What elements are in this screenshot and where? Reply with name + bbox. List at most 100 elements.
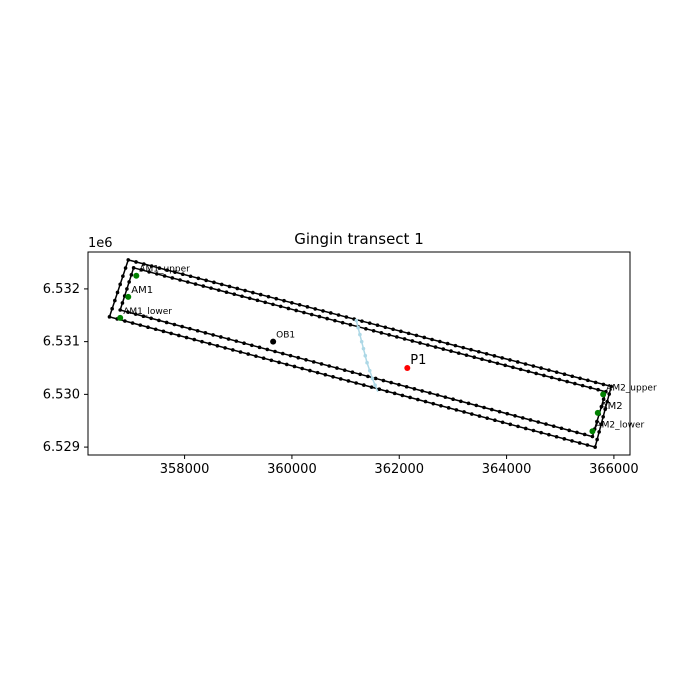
point-am2-lower xyxy=(589,428,596,435)
series-marker xyxy=(297,303,302,307)
series-marker xyxy=(389,380,393,385)
series-marker xyxy=(377,387,382,392)
series-marker xyxy=(207,341,212,346)
series-marker xyxy=(126,310,130,314)
series-marker xyxy=(251,290,255,295)
series-marker xyxy=(418,341,422,345)
series-marker xyxy=(595,419,599,424)
series-marker xyxy=(165,268,169,272)
series-marker xyxy=(178,278,182,282)
series-marker xyxy=(340,320,345,325)
series-marker xyxy=(331,375,335,379)
series-marker xyxy=(387,333,391,337)
series-marker xyxy=(308,368,312,373)
series-marker xyxy=(319,362,324,366)
series-marker xyxy=(266,294,271,299)
series-marker xyxy=(317,314,322,319)
point-label: AM2_lower xyxy=(595,420,644,430)
series-marker xyxy=(294,308,298,313)
series-marker xyxy=(603,407,607,411)
series-marker xyxy=(445,341,450,346)
series-marker xyxy=(131,266,136,270)
series-marker xyxy=(402,337,407,341)
x-tick-label: 358000 xyxy=(160,462,210,477)
series-marker xyxy=(438,339,442,344)
series-marker xyxy=(118,308,122,312)
series-marker xyxy=(547,432,551,437)
series-marker xyxy=(391,327,395,332)
series-marker xyxy=(528,418,533,422)
series-marker xyxy=(342,368,347,372)
series-marker xyxy=(573,381,577,386)
series-marker xyxy=(596,387,600,392)
series-marker xyxy=(265,347,270,352)
series-marker xyxy=(219,282,224,287)
series-marker xyxy=(459,399,463,404)
series-marker xyxy=(431,401,436,406)
series-marker xyxy=(400,393,405,398)
series-marker xyxy=(211,333,215,337)
series-marker xyxy=(274,296,279,301)
series-marker xyxy=(240,294,244,299)
series-marker xyxy=(257,345,262,350)
series-marker xyxy=(503,363,508,368)
series-marker xyxy=(593,380,598,385)
series-marker xyxy=(453,343,458,348)
series-marker xyxy=(263,300,268,305)
series-marker xyxy=(472,355,477,359)
series-marker xyxy=(305,305,310,309)
point-label: AM2 xyxy=(601,401,623,412)
series-marker xyxy=(121,274,125,278)
series-marker xyxy=(250,343,254,348)
series-marker xyxy=(173,270,177,274)
series-marker xyxy=(365,360,369,365)
series-marker xyxy=(209,286,213,290)
series-marker xyxy=(590,434,595,439)
series-marker xyxy=(325,316,329,321)
series-marker xyxy=(364,326,368,331)
series-marker xyxy=(425,343,430,347)
series-marker xyxy=(578,376,582,381)
y-tick-label: 6.530 xyxy=(43,387,80,402)
series-marker xyxy=(321,309,325,313)
series-marker xyxy=(547,368,551,372)
series-marker xyxy=(177,333,181,338)
series-marker xyxy=(226,337,231,341)
point-label: P1 xyxy=(410,353,426,368)
series-marker xyxy=(115,290,120,295)
series-marker xyxy=(476,349,481,354)
series-marker xyxy=(123,266,128,270)
series-marker xyxy=(428,391,432,395)
series-marker xyxy=(164,320,169,325)
series-marker xyxy=(200,339,204,344)
series-marker xyxy=(539,366,543,370)
series-marker xyxy=(515,360,520,364)
series-marker xyxy=(362,383,366,387)
x-tick-label: 360000 xyxy=(267,462,317,477)
series-marker xyxy=(531,428,536,433)
series-marker xyxy=(484,351,489,356)
series-marker xyxy=(113,298,117,303)
series-marker xyxy=(216,288,221,292)
series-marker xyxy=(126,258,131,262)
series-marker xyxy=(477,414,482,418)
series-marker xyxy=(369,385,374,389)
series-marker xyxy=(597,430,601,434)
series-marker xyxy=(451,397,455,402)
series-marker xyxy=(497,409,502,414)
series-marker xyxy=(433,345,438,349)
series-marker xyxy=(157,266,162,270)
series-marker xyxy=(193,282,198,286)
series-marker xyxy=(361,346,366,351)
series-marker xyxy=(601,382,606,387)
series-marker xyxy=(162,274,167,278)
series-marker xyxy=(204,278,208,283)
series-marker xyxy=(242,341,246,345)
series-marker xyxy=(435,393,440,397)
series-marker xyxy=(147,270,151,274)
series-marker xyxy=(367,321,372,325)
series-marker xyxy=(367,368,372,373)
series-marker xyxy=(385,389,389,394)
series-marker xyxy=(269,358,274,363)
series-marker xyxy=(542,373,546,378)
